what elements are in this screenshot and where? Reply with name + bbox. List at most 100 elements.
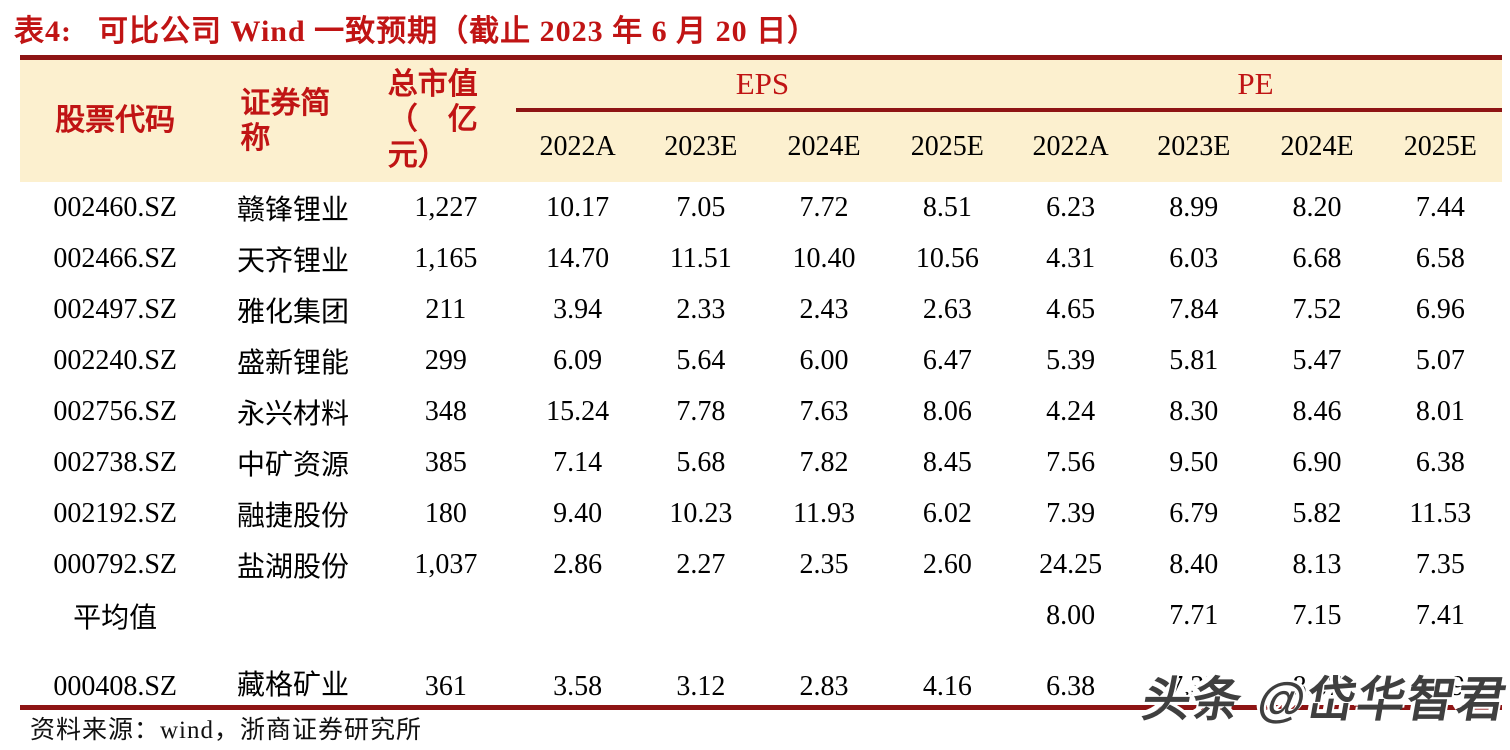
source-note: 资料来源：wind，浙商证券研究所	[30, 717, 423, 744]
table-cell: 8.07	[1292, 671, 1342, 702]
table-cell: 5.82	[1292, 497, 1342, 529]
table-cell: 10.17	[546, 191, 610, 223]
table-cell: 6.03	[1169, 242, 1219, 274]
table-cell: 融捷股份	[237, 500, 350, 532]
table-title-prefix: 表4:	[14, 15, 72, 48]
table-cell: 6.02	[922, 497, 972, 529]
table-cell: 2.27	[676, 548, 726, 580]
table-row: 002756.SZ 永兴材料 348 15.24 7.78 7.63 8.06 4.24 8.3…	[20, 386, 1502, 437]
table-cell: 002466.SZ	[53, 242, 178, 274]
table-cell: 2.35	[799, 548, 849, 580]
table-cell: 002756.SZ	[53, 395, 178, 427]
table-cell: 4.65	[1046, 293, 1096, 325]
table-cell: 6.79	[1169, 497, 1219, 529]
table-cell: 3.94	[553, 293, 603, 325]
table-cell: 002240.SZ	[53, 344, 178, 376]
table-cell: 盐湖股份	[237, 551, 350, 583]
comparable-companies-table: 股票代码 证券简 称 总市值 （ 亿 元） EPS PE 2022A 2023E…	[20, 55, 1502, 710]
table-cell: 7.39	[1046, 497, 1096, 529]
column-header-eps-2023e: 2023E	[664, 131, 738, 163]
table-row: 002466.SZ 天齐锂业 1,165 14.70 11.51 10.40 10.56 4.…	[20, 233, 1502, 284]
table-cell: 6.58	[1415, 242, 1465, 274]
table-cell: 7.78	[676, 395, 726, 427]
table-cell	[516, 590, 639, 641]
table-cell: 8.01	[1415, 395, 1465, 427]
table-cell: 4.24	[1046, 395, 1096, 427]
table-cell: 赣锋锂业	[237, 194, 350, 226]
table-cell	[210, 590, 375, 641]
table-cell: 天齐锂业	[237, 245, 350, 277]
table-cell: 11.93	[793, 497, 856, 529]
table-cell: 7.63	[799, 395, 849, 427]
table-cell: 6.38	[1046, 671, 1096, 702]
table-cell: 7.82	[799, 446, 849, 478]
table-cell: 6.00	[799, 344, 849, 376]
table-cell: 5.64	[676, 344, 726, 376]
header-year-row: 2022A 2023E 2024E 2025E 2022A 2023E 2024…	[20, 110, 1502, 182]
table-cell: 5.81	[1169, 344, 1219, 376]
table-cell: 299	[424, 344, 467, 376]
table-cell	[762, 590, 885, 641]
table-cell: 8.30	[1169, 395, 1219, 427]
table-cell: 中矿资源	[237, 449, 350, 481]
table-cell: 6.96	[1415, 293, 1465, 325]
column-header-stock-code: 股票代码	[55, 104, 176, 138]
table-cell: 7.35	[1415, 548, 1465, 580]
table-cell: 平均值	[73, 602, 158, 634]
table-header: 股票代码 证券简 称 总市值 （ 亿 元） EPS PE 2022A 2023E…	[20, 57, 1502, 182]
table-cell: 9.40	[553, 497, 603, 529]
table-cell: 385	[424, 446, 467, 478]
table-cell: 7.14	[553, 446, 603, 478]
table-cell: 7.71	[1169, 599, 1219, 631]
table-row: 002240.SZ 盛新锂能 299 6.09 5.64 6.00 6.47 5.39 5.81…	[20, 335, 1502, 386]
table-cell: 9.50	[1169, 446, 1219, 478]
table-cell: 002497.SZ	[53, 293, 178, 325]
table-cell: 2.63	[922, 293, 972, 325]
table-cell: 6.23	[1046, 191, 1096, 223]
table-cell: 3.58	[553, 671, 603, 702]
table-cell: 8.51	[922, 191, 972, 223]
table-cell: 002738.SZ	[53, 446, 178, 478]
table-cell: 5.47	[1292, 344, 1342, 376]
table-cell: 6.47	[922, 344, 972, 376]
column-group-pe: PE	[1008, 57, 1502, 112]
table-cell: 2.60	[922, 548, 972, 580]
table-cell: 8.45	[922, 446, 972, 478]
table-cell: 4.31	[1046, 242, 1096, 274]
table-cell: 3.12	[676, 671, 726, 702]
table-cell: 5.39	[1046, 344, 1096, 376]
table-cell: 361	[424, 671, 467, 702]
table-cell: 7.84	[1169, 293, 1219, 325]
table-cell: 8.00	[1046, 599, 1096, 631]
column-header-market-cap: 总市值 （ 亿 元）	[387, 67, 478, 172]
table-cell: 6.90	[1292, 446, 1342, 478]
column-group-eps: EPS	[515, 57, 1009, 112]
table-cell: 藏格矿业	[237, 670, 350, 701]
table-cell: 1,037	[414, 548, 478, 580]
table-row: 002460.SZ 赣锋锂业 1,227 10.17 7.05 7.72 8.51 6.23 8…	[20, 182, 1502, 233]
table-cell: 2.33	[676, 293, 726, 325]
table-cell: 002192.SZ	[53, 497, 178, 529]
table-cell: 1,227	[414, 191, 478, 223]
table-cell: 1,165	[414, 242, 478, 274]
column-header-eps-2024e: 2024E	[787, 131, 861, 163]
table-body: 002460.SZ 赣锋锂业 1,227 10.17 7.05 7.72 8.51 6.23 8…	[20, 182, 1502, 708]
table-cell: 6.68	[1292, 242, 1342, 274]
table-cell: 5.49	[1415, 671, 1465, 702]
watermark-text: 头条 @岱华智君	[1138, 674, 1510, 727]
column-header-pe-2022a: 2022A	[1032, 131, 1109, 163]
table-cell: 11.51	[669, 242, 732, 274]
table-cell: 4.16	[922, 671, 972, 702]
table-row: 000792.SZ 盐湖股份 1,037 2.86 2.27 2.35 2.60 24.25 8…	[20, 539, 1502, 590]
table-cell: 8.13	[1292, 548, 1342, 580]
column-header-eps-2025e: 2025E	[910, 131, 984, 163]
column-header-pe-2024e: 2024E	[1280, 131, 1354, 163]
table-cell: 14.70	[546, 242, 610, 274]
table-cell: 7.32	[1169, 671, 1219, 702]
table-cell: 15.24	[546, 395, 610, 427]
table-title-text: 可比公司 Wind 一致预期（截止 2023 年 6 月 20 日）	[98, 15, 819, 48]
table-cell: 10.56	[915, 242, 979, 274]
table-row: 000408.SZ 藏格矿业 361 3.58 3.12 2.83 4.16 6.38 7.32…	[20, 641, 1502, 708]
column-header-eps-2022a: 2022A	[539, 131, 616, 163]
table-cell	[639, 590, 762, 641]
